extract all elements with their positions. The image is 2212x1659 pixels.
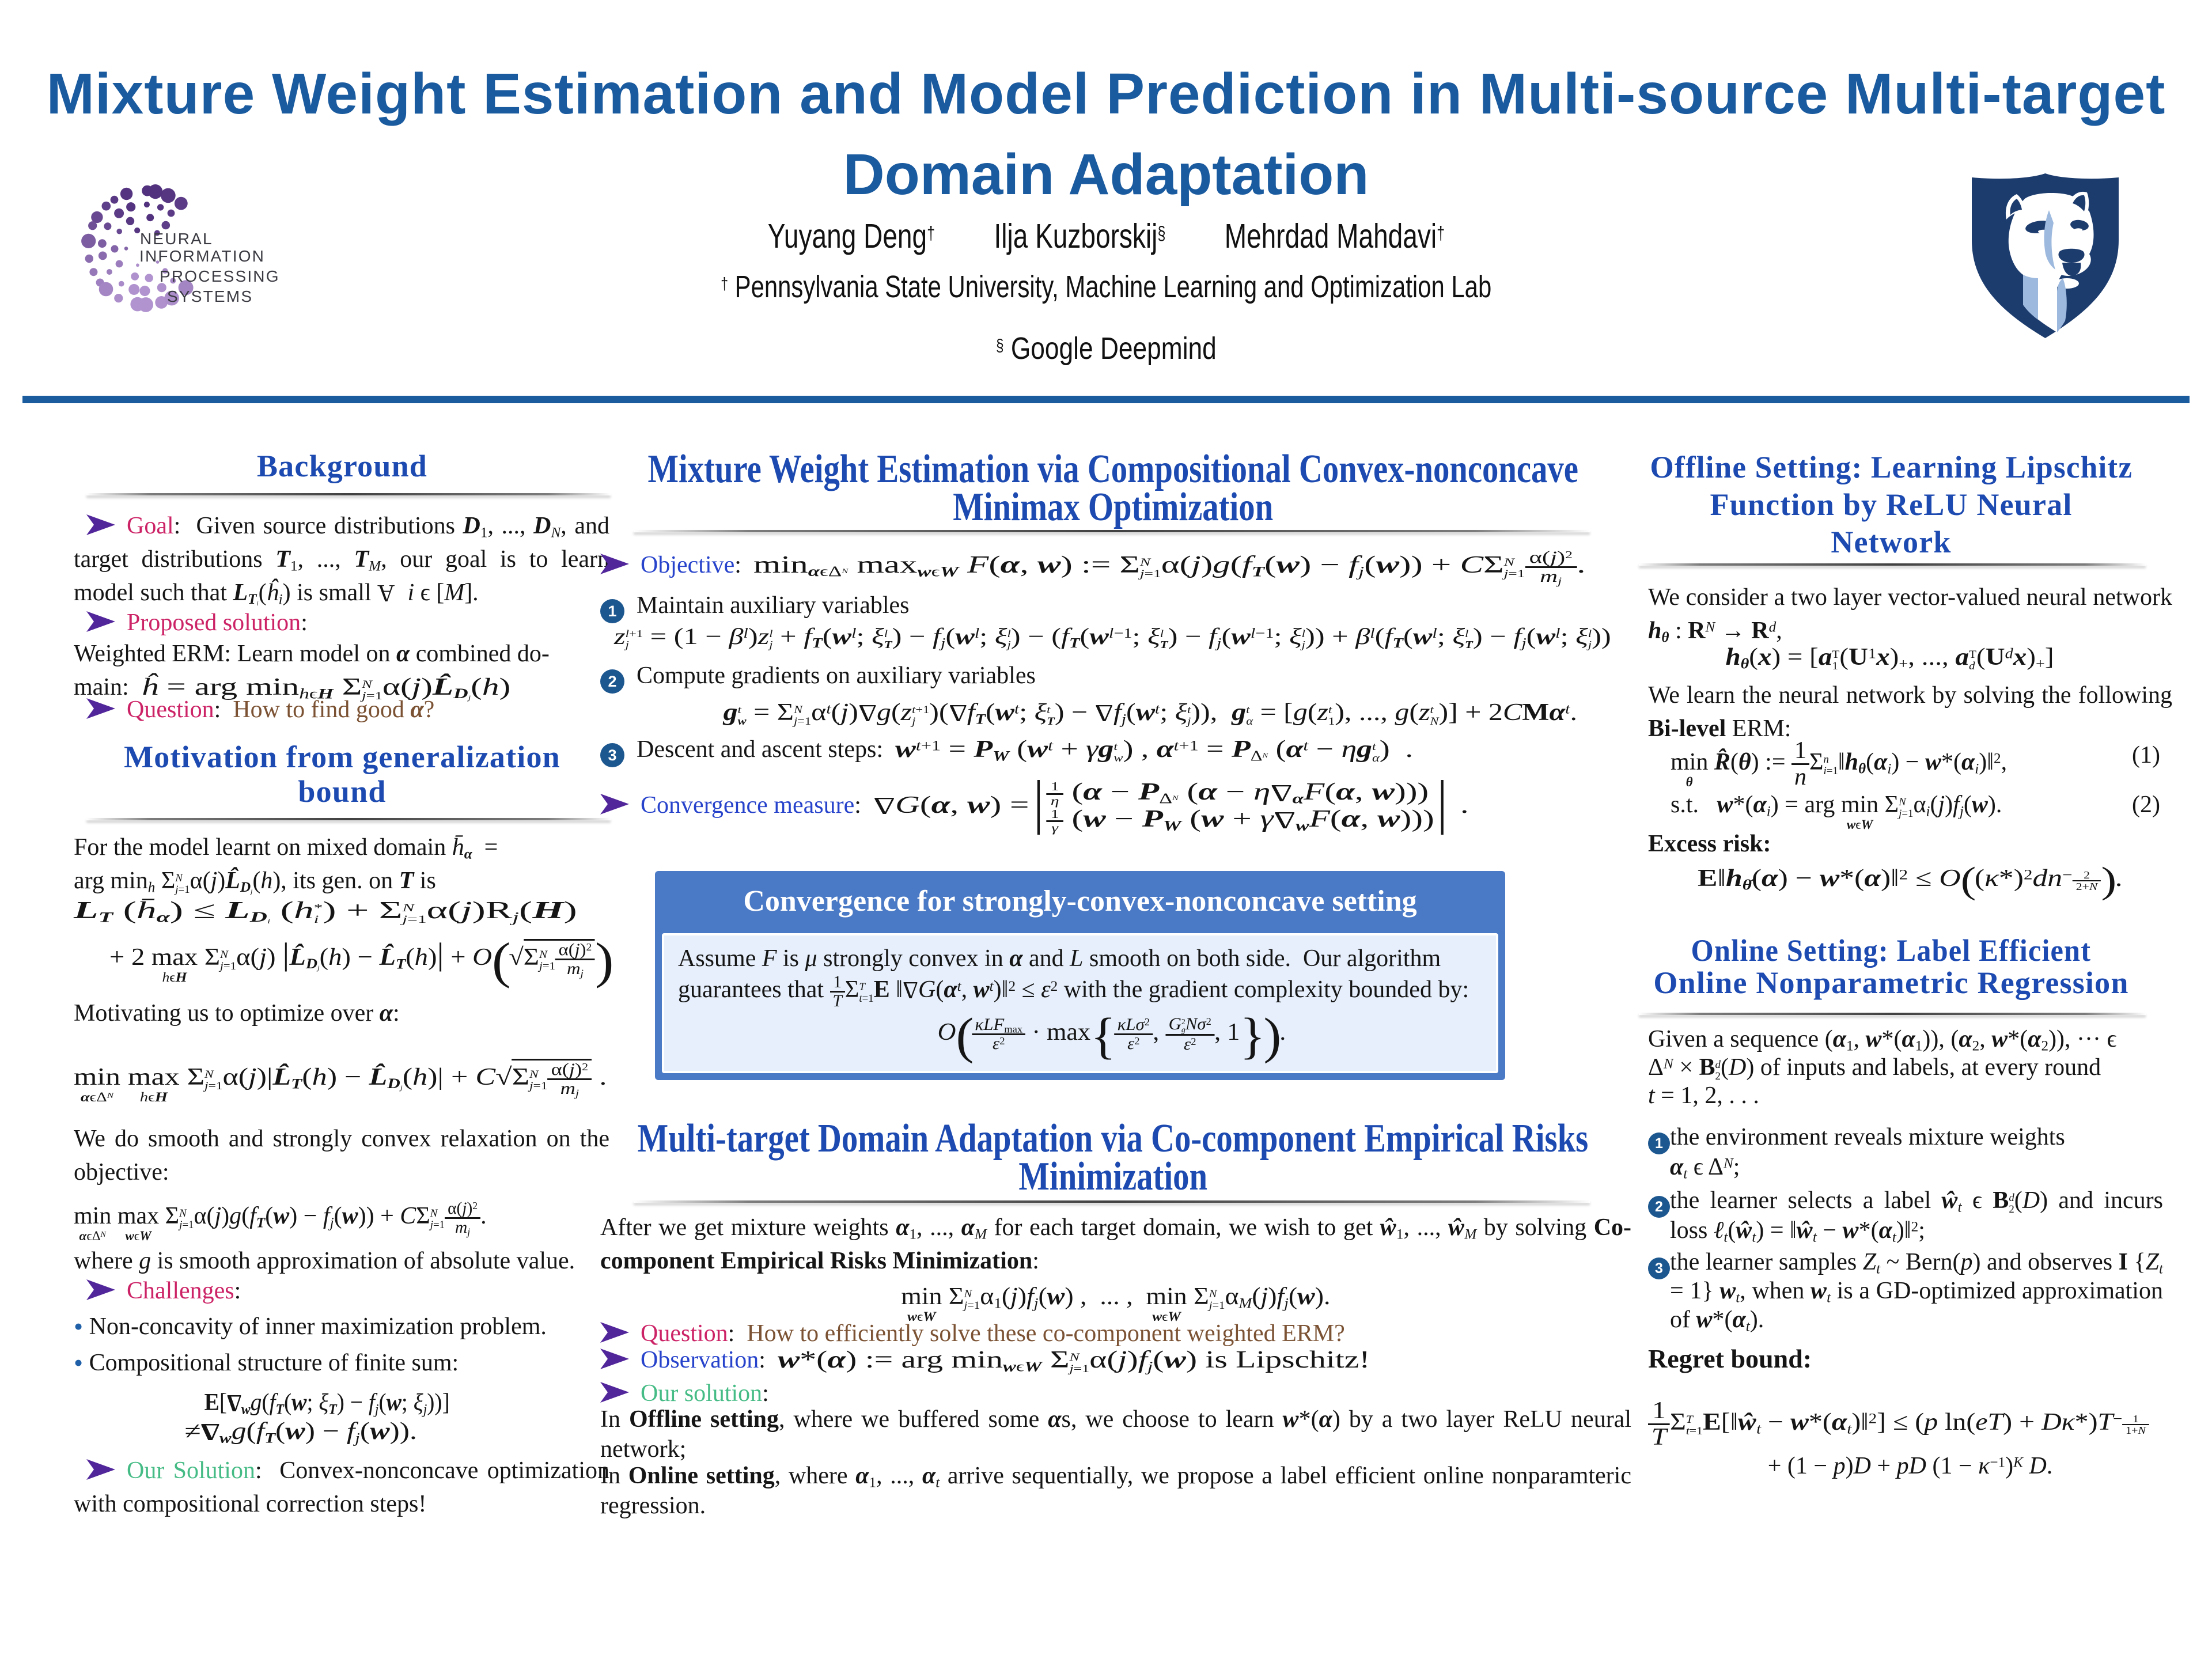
svg-text:SYSTEMS: SYSTEMS	[167, 287, 253, 305]
svg-text:NEURAL: NEURAL	[140, 230, 213, 248]
svg-text:PROCESSING: PROCESSING	[160, 267, 280, 285]
svg-text:INFORMATION: INFORMATION	[139, 247, 265, 265]
